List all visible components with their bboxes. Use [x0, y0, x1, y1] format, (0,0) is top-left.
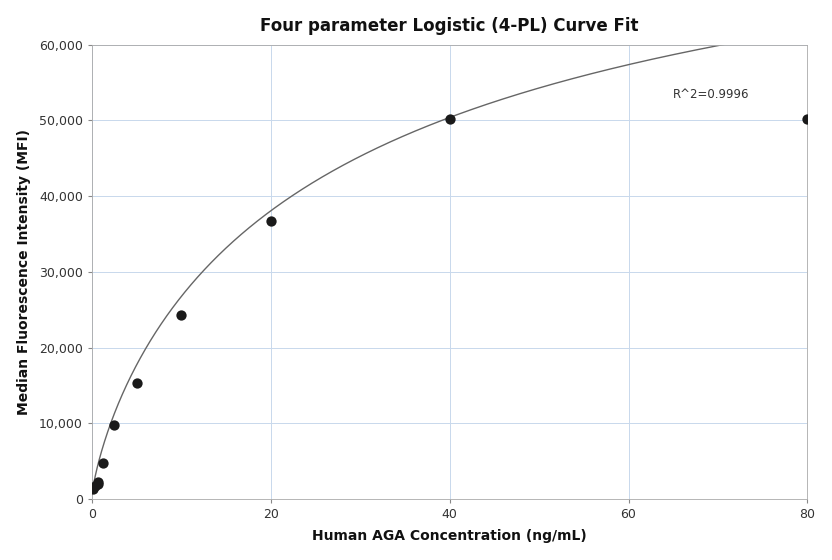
Point	[97, 459, 110, 468]
Point	[265, 217, 278, 226]
Point	[87, 484, 100, 493]
Point	[91, 477, 104, 486]
Text: R^2=0.9996: R^2=0.9996	[673, 88, 750, 101]
Point	[130, 379, 143, 388]
Y-axis label: Median Fluorescence Intensity (MFI): Median Fluorescence Intensity (MFI)	[17, 129, 31, 415]
Point	[107, 420, 121, 429]
Point	[91, 479, 104, 488]
Point	[175, 310, 188, 319]
Title: Four parameter Logistic (4-PL) Curve Fit: Four parameter Logistic (4-PL) Curve Fit	[260, 17, 639, 35]
Point	[443, 114, 456, 123]
Point	[800, 114, 814, 123]
Point	[88, 482, 102, 491]
X-axis label: Human AGA Concentration (ng/mL): Human AGA Concentration (ng/mL)	[312, 529, 587, 543]
